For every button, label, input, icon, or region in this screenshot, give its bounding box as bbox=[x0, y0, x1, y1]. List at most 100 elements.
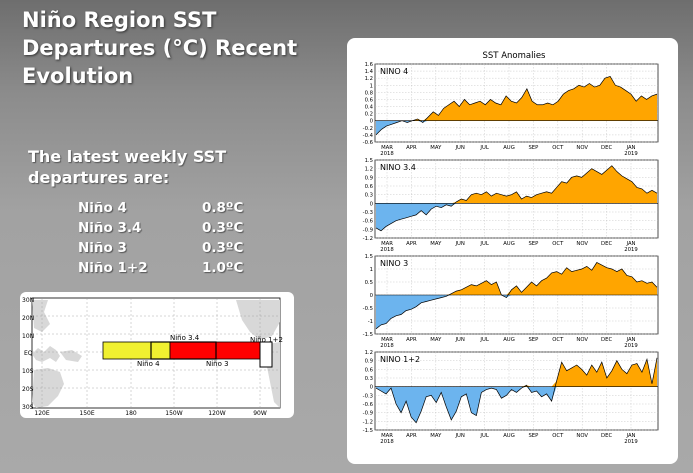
y-tick-label: 0.6 bbox=[365, 184, 374, 190]
x-tick-label: MAR bbox=[381, 241, 393, 247]
positive-anomaly-area bbox=[376, 76, 657, 121]
lon-label: 120W bbox=[208, 410, 225, 417]
x-tick-label: NOV bbox=[576, 337, 588, 343]
region-value: 1.0ºC bbox=[202, 260, 244, 276]
nino34-region-box bbox=[150, 341, 217, 360]
x-tick-label: APR bbox=[406, 145, 417, 151]
title-line: Niño Region SST bbox=[22, 8, 217, 32]
y-tick-label: 0.3 bbox=[365, 193, 373, 199]
x-tick-label: MAR bbox=[381, 433, 393, 439]
y-tick-label: -0.5 bbox=[363, 306, 373, 312]
nino34-label: Niño 3.4 bbox=[170, 334, 200, 342]
x-tick-label: MAR bbox=[381, 337, 393, 343]
land-new-guinea bbox=[60, 350, 82, 362]
x-tick-label: DEC bbox=[601, 145, 612, 151]
y-tick-label: 0.6 bbox=[365, 97, 374, 103]
lon-label: 90W bbox=[253, 410, 267, 417]
x-tick-label: AUG bbox=[503, 241, 515, 247]
panel-nino-3-4: 1.5 1.2 0.9 0.6 0.3 0 -0.3 -0.6 -0.9 -1.2 NINO 3.4… bbox=[363, 158, 659, 253]
lon-label: 180 bbox=[125, 410, 137, 417]
x-tick-label: 2019 bbox=[624, 439, 637, 445]
x-tick-label: OCT bbox=[552, 241, 564, 247]
lat-label: 30N bbox=[22, 297, 34, 304]
y-tick-label: 0 bbox=[370, 385, 374, 391]
x-tick-label: DEC bbox=[601, 337, 612, 343]
x-tick-label: MAY bbox=[430, 433, 442, 439]
y-tick-label: 0.4 bbox=[365, 105, 374, 111]
y-tick-label: 0.8 bbox=[365, 90, 374, 96]
x-tick-label: 2019 bbox=[624, 247, 637, 253]
x-tick-label: SEP bbox=[528, 337, 539, 343]
y-tick-label: -1.5 bbox=[363, 428, 373, 434]
y-tick-label: -0.3 bbox=[363, 210, 373, 216]
map-lat-labels: 30N 20N 10N EQ 10S 20S 30S bbox=[22, 297, 34, 411]
x-tick-label: MAR bbox=[381, 145, 393, 151]
x-tick-label: JAN bbox=[625, 337, 635, 343]
land-central-america bbox=[236, 300, 280, 340]
value-row: Niño 1+2 1.0ºC bbox=[78, 260, 278, 280]
x-tick-label: JUL bbox=[479, 337, 488, 343]
x-tick-label: NOV bbox=[576, 145, 588, 151]
x-tick-label: OCT bbox=[552, 433, 564, 439]
y-tick-label: -0.6 bbox=[363, 140, 374, 146]
negative-anomaly-area bbox=[376, 295, 657, 329]
nino12-region-box bbox=[259, 341, 273, 368]
nino12-label: Niño 1+2 bbox=[250, 336, 283, 344]
lon-label: 150W bbox=[165, 410, 182, 417]
y-tick-label: 1.2 bbox=[365, 76, 373, 82]
panel-name-label: NINO 3 bbox=[380, 259, 408, 268]
y-tick-label: 0.9 bbox=[365, 359, 373, 365]
x-tick-label: MAY bbox=[430, 145, 442, 151]
region-name: Niño 3 bbox=[78, 240, 127, 256]
value-row: Niño 3 0.3ºC bbox=[78, 240, 278, 260]
positive-anomaly-area bbox=[376, 357, 657, 387]
x-tick-label: MAY bbox=[430, 337, 442, 343]
x-tick-label: JAN bbox=[625, 145, 635, 151]
map-lon-labels: 120E 150E 180 150W 120W 90W bbox=[34, 410, 266, 417]
subtitle-line: departures are: bbox=[28, 168, 170, 187]
y-tick-label: 1.2 bbox=[365, 350, 373, 356]
x-tick-label: JUN bbox=[454, 241, 464, 247]
x-tick-label: APR bbox=[406, 433, 417, 439]
y-tick-label: -0.9 bbox=[363, 411, 373, 417]
y-tick-label: -1.2 bbox=[363, 236, 373, 242]
chart-title: SST Anomalies bbox=[483, 51, 547, 61]
x-tick-label: SEP bbox=[528, 433, 539, 439]
x-tick-label: SEP bbox=[528, 241, 539, 247]
positive-anomaly-area bbox=[376, 165, 657, 204]
sst-anomalies-chart: SST Anomalies 1.61.41.210.80.60.40.20-0.… bbox=[363, 51, 659, 445]
title-line: Evolution bbox=[22, 64, 134, 88]
y-tick-label: 0.3 bbox=[365, 376, 373, 382]
y-tick-label: 1.6 bbox=[365, 62, 374, 68]
y-tick-label: -0.3 bbox=[363, 393, 373, 399]
panel-name-label: NINO 1+2 bbox=[380, 355, 420, 364]
region-name: Niño 4 bbox=[78, 200, 127, 216]
nino3-label: Niño 3 bbox=[206, 360, 229, 368]
y-tick-label: 1 bbox=[370, 267, 373, 273]
region-value: 0.3ºC bbox=[202, 240, 244, 256]
nino-regions-map-panel: 30N 20N 10N EQ 10S 20S 30S 120E 150E 180… bbox=[20, 292, 294, 418]
y-tick-label: -1.2 bbox=[363, 419, 373, 425]
anomaly-series-line bbox=[375, 357, 658, 424]
x-tick-label: JUN bbox=[454, 433, 464, 439]
y-tick-label: -0.6 bbox=[363, 402, 374, 408]
slide-title: Niño Region SST Departures (°C) Recent E… bbox=[22, 6, 342, 90]
x-tick-label: JAN bbox=[625, 433, 635, 439]
x-tick-label: NOV bbox=[576, 433, 588, 439]
y-tick-label: 0 bbox=[370, 201, 374, 207]
y-tick-label: 0.6 bbox=[365, 367, 374, 373]
x-tick-label: 2018 bbox=[380, 247, 394, 253]
y-tick-label: -0.2 bbox=[363, 126, 373, 132]
x-tick-label: 2019 bbox=[624, 343, 637, 349]
y-tick-label: -1.5 bbox=[363, 332, 373, 338]
y-tick-label: 0 bbox=[370, 119, 374, 125]
panel-nino-4: 1.61.41.210.80.6 0.40.20-0.2-0.4-0.6 NINO … bbox=[363, 62, 659, 157]
lat-label: 10S bbox=[22, 368, 34, 375]
lat-label: 20N bbox=[22, 315, 34, 322]
y-tick-label: -1 bbox=[368, 319, 373, 325]
anomaly-series-line bbox=[375, 165, 658, 232]
x-tick-label: 2018 bbox=[380, 439, 394, 445]
region-name: Niño 1+2 bbox=[78, 260, 148, 276]
region-value: 0.3ºC bbox=[202, 220, 244, 236]
